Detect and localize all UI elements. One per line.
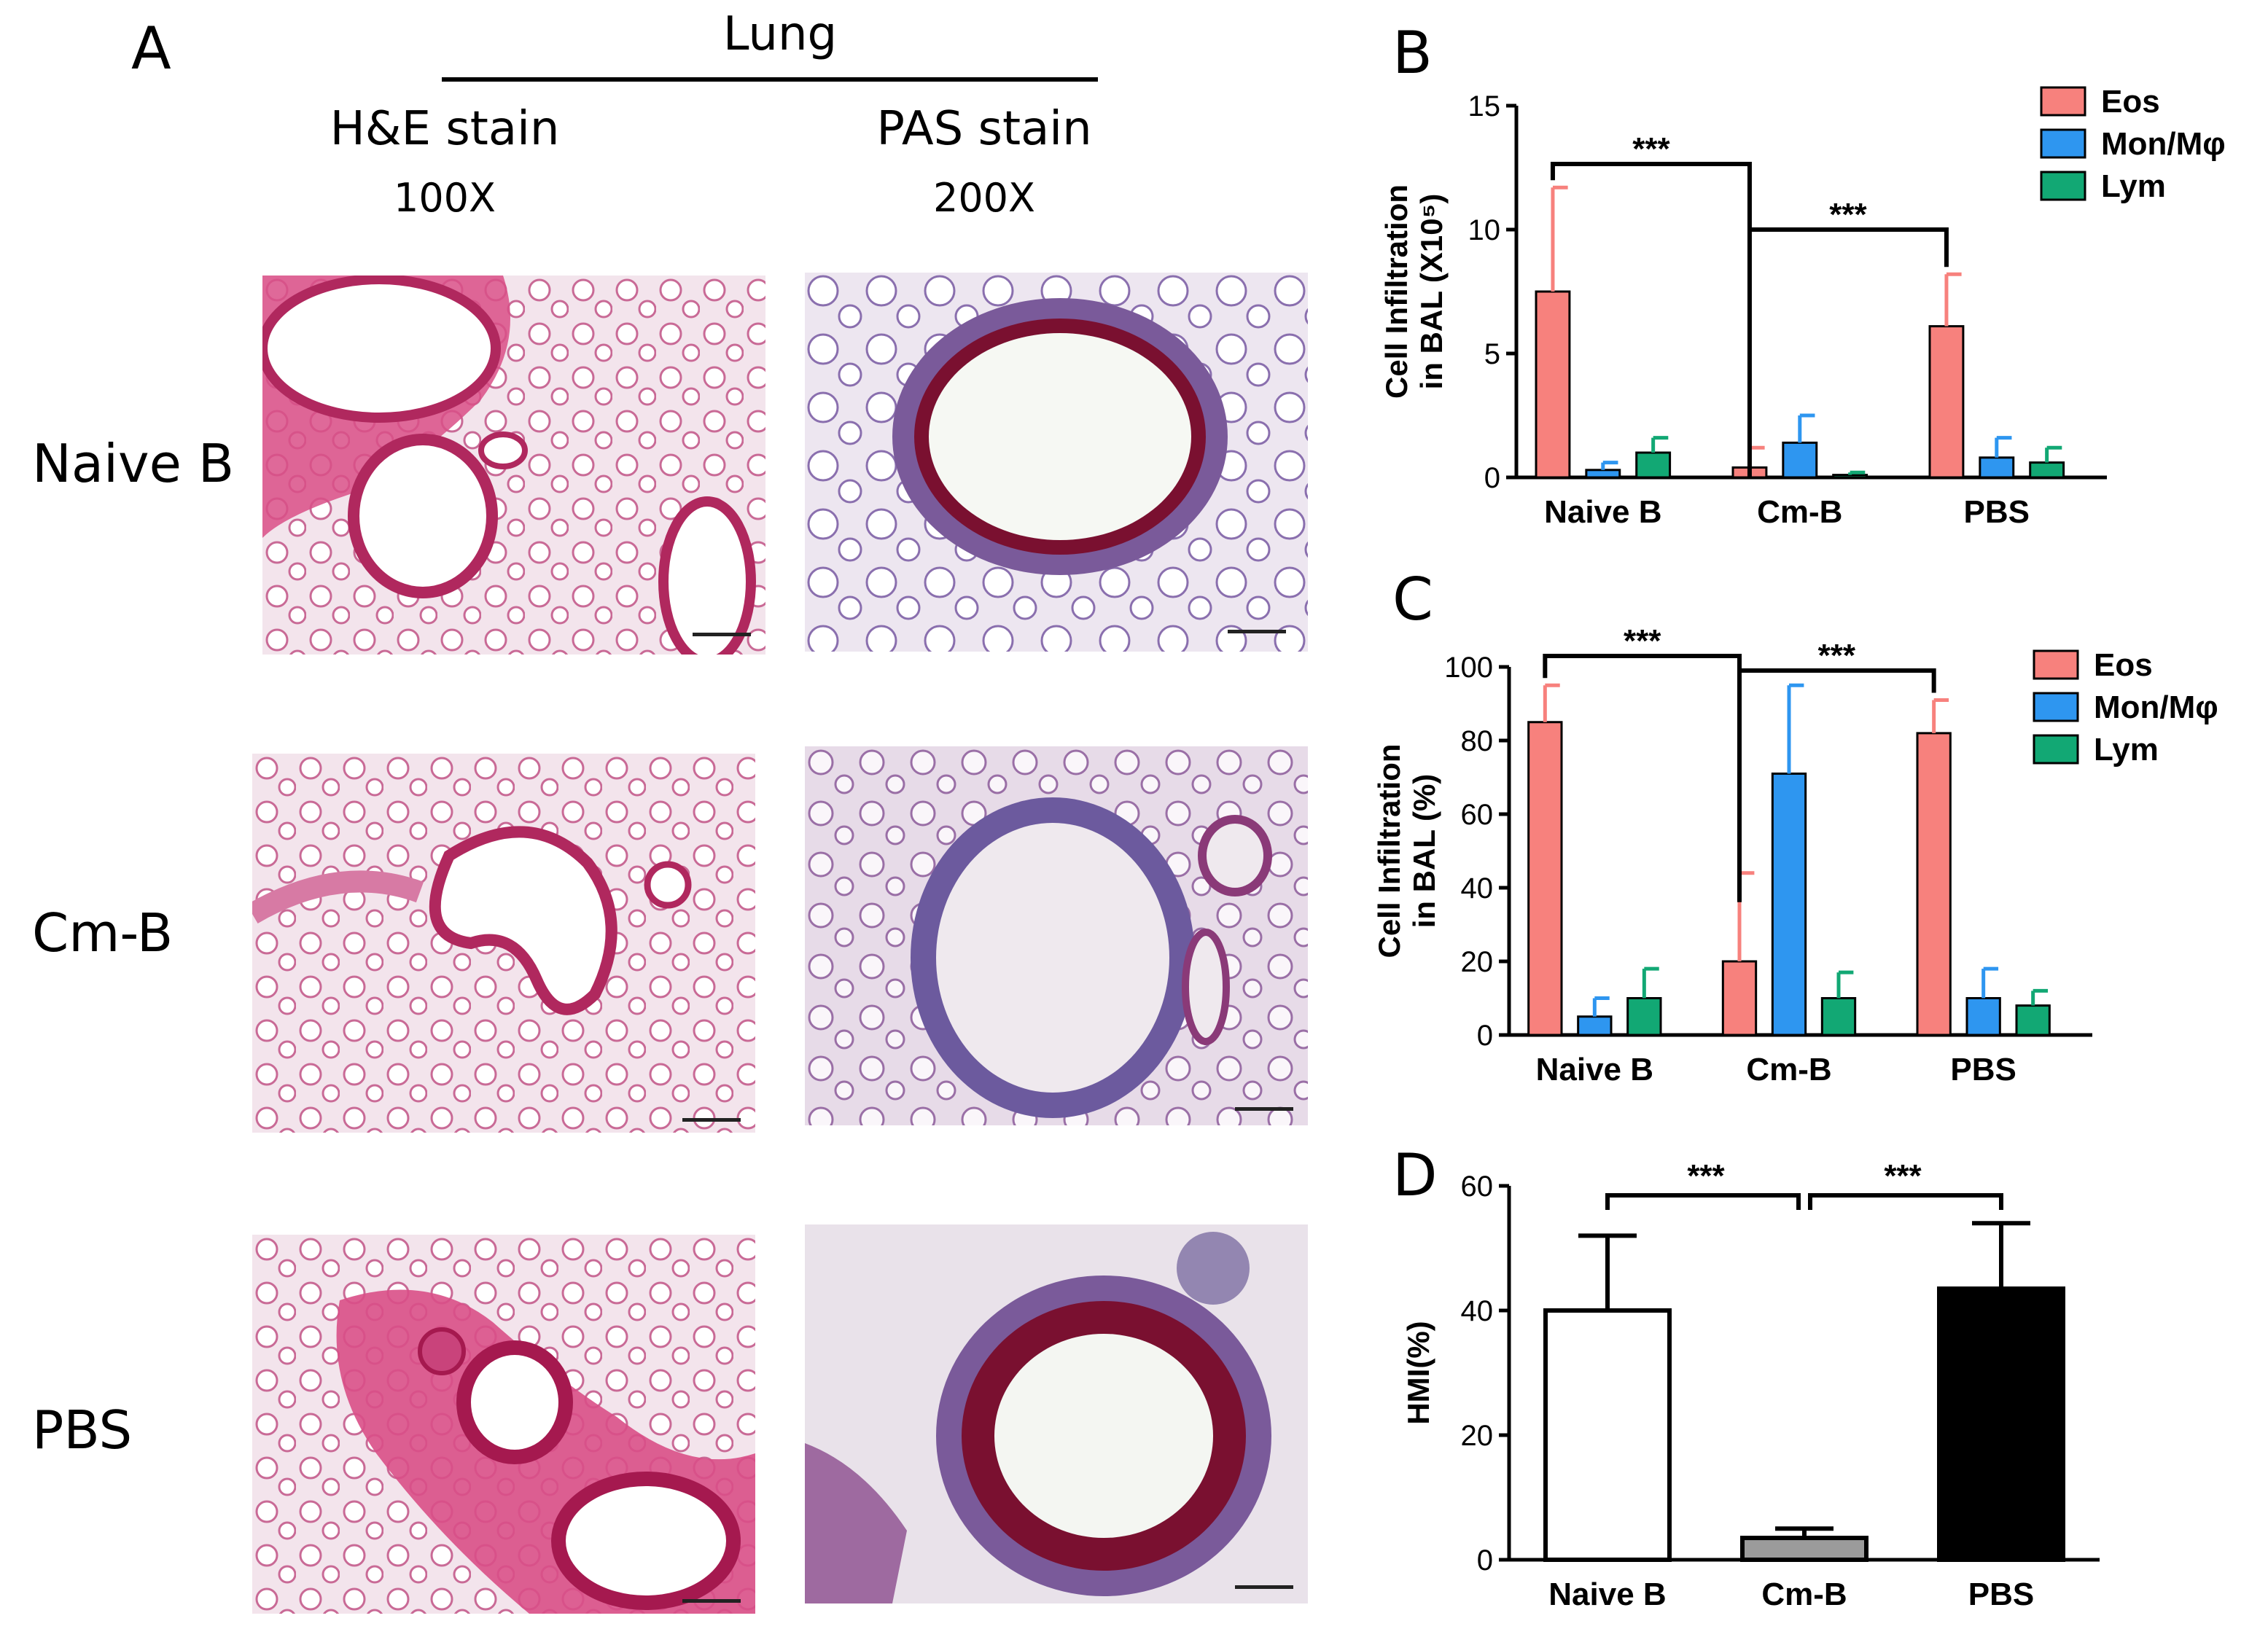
panel-b-legend-swatch bbox=[2040, 86, 2086, 117]
panel-c-significance-bracket bbox=[1543, 654, 1742, 902]
histology-he-naive-b bbox=[262, 276, 765, 655]
panel-b-legend-label: Eos bbox=[2101, 84, 2160, 120]
panel-c-y-tick-label: 100 bbox=[1444, 652, 1493, 684]
histology-pas-cm-b bbox=[805, 746, 1308, 1125]
panel-c-legend-swatch bbox=[2033, 692, 2079, 722]
panel-c-y-tick-label: 80 bbox=[1461, 725, 1494, 757]
panel-d-x-tick-label: Cm-B bbox=[1761, 1577, 1847, 1612]
panel-b-legend-label: Mon/Mφ bbox=[2101, 126, 2226, 162]
histology-he-pbs bbox=[252, 1235, 755, 1614]
panel-c-significance-label: *** bbox=[1624, 623, 1661, 659]
chart-panel-d: D 0 20 40 60 HMI(%) Naive B Cm-B PBS *** *** bbox=[1392, 1141, 2100, 1612]
panel-c-bar-monm bbox=[1965, 997, 2001, 1036]
panel-b-legend-swatch bbox=[2040, 128, 2086, 159]
panel-b-significance-bracket bbox=[1550, 162, 1752, 477]
magnification-pas: 200X bbox=[932, 175, 1036, 221]
panel-b-x-tick-label: Cm-B bbox=[1757, 494, 1842, 530]
panel-d-y-tick-label: 60 bbox=[1461, 1171, 1494, 1203]
row-label-cm-b: Cm-B bbox=[32, 902, 174, 964]
panel-d-significance-label: *** bbox=[1884, 1158, 1922, 1194]
panel-b-y-tick-label: 5 bbox=[1484, 338, 1500, 370]
panel-c-y-tick-label: 40 bbox=[1461, 872, 1494, 905]
panel-b-y-tick-label: 0 bbox=[1484, 462, 1500, 494]
chart-panel-c: C 0 20 40 60 80 100 Cell Infiltrationin BAL (%… bbox=[1372, 566, 2218, 1087]
panel-d-significance-label: *** bbox=[1687, 1158, 1725, 1194]
panel-c-bar-eos bbox=[1721, 960, 1758, 1036]
panel-c-bar-eos bbox=[1527, 721, 1563, 1036]
title-underline bbox=[442, 77, 1098, 82]
panel-b-legend-swatch bbox=[2040, 171, 2086, 201]
row-label-pbs: PBS bbox=[32, 1399, 133, 1461]
panel-c-bar-monm bbox=[1771, 772, 1807, 1036]
panel-b-legend-label: Lym bbox=[2101, 168, 2166, 204]
panel-c-letter: C bbox=[1392, 566, 1433, 633]
magnification-he: 100X bbox=[393, 175, 496, 221]
panel-d-y-tick-label: 20 bbox=[1461, 1420, 1494, 1452]
panel-d-significance-bracket bbox=[1808, 1193, 2003, 1210]
panel-c-bar-lym bbox=[2015, 1004, 2051, 1036]
panel-d-significance-bracket bbox=[1605, 1193, 1801, 1210]
panel-c-y-tick-label: 20 bbox=[1461, 946, 1494, 978]
panel-d-y-axis-label: HMI(%) bbox=[1401, 1321, 1435, 1424]
panel-b-bar-eos bbox=[1535, 290, 1571, 479]
panel-b-bar-lym bbox=[1635, 451, 1672, 479]
panel-b-bar-monm bbox=[1782, 441, 1818, 479]
panel-b-y-tick-label: 10 bbox=[1468, 214, 1501, 246]
panel-c-legend-label: Lym bbox=[2094, 732, 2159, 767]
panel-b-bar-monm bbox=[1979, 456, 2015, 479]
panel-c-x-tick-label: PBS bbox=[1950, 1052, 2016, 1087]
histology-he-cm-b bbox=[252, 754, 755, 1133]
panel-c-bar-lym bbox=[1626, 997, 1662, 1036]
histology-pas-pbs bbox=[805, 1224, 1308, 1603]
panel-a-letter: A bbox=[131, 15, 171, 82]
row-label-naive-b: Naive B bbox=[32, 433, 235, 494]
panel-b-x-tick-label: PBS bbox=[1964, 494, 2030, 530]
panel-c-y-tick-label: 0 bbox=[1477, 1020, 1493, 1052]
panel-d-bar bbox=[1543, 1308, 1672, 1562]
panel-d-x-tick-label: Naive B bbox=[1548, 1577, 1666, 1612]
panel-b-significance-label: *** bbox=[1829, 197, 1867, 233]
panel-d-letter: D bbox=[1392, 1141, 1438, 1209]
panel-c-legend-label: Eos bbox=[2094, 647, 2153, 683]
panel-c-legend-swatch bbox=[2033, 734, 2079, 765]
panel-d-x-tick-label: PBS bbox=[1968, 1577, 2034, 1612]
panel-b-y-tick-label: 15 bbox=[1468, 90, 1501, 122]
panel-d-bar bbox=[1937, 1286, 2065, 1562]
panel-c-legend-swatch bbox=[2033, 649, 2079, 680]
panel-c-y-axis-label: Cell Infiltrationin BAL (%) bbox=[1372, 744, 1441, 958]
panel-d-bar bbox=[1740, 1536, 1868, 1563]
panel-c-y-tick-label: 60 bbox=[1461, 799, 1494, 831]
panel-c-significance-bracket bbox=[1739, 668, 1936, 693]
panel-c-bar-monm bbox=[1577, 1015, 1613, 1036]
panel-b-y-axis-label: Cell Infiltrationin BAL (X10⁵) bbox=[1379, 184, 1449, 399]
chart-panel-b: B 0 5 10 15 Cell Infiltrationin BAL (X10⁵) Na… bbox=[1379, 19, 2226, 530]
panel-c-bar-lym bbox=[1820, 997, 1857, 1036]
panel-b-x-tick-label: Naive B bbox=[1544, 494, 1661, 530]
panel-a-title: Lung bbox=[722, 7, 838, 61]
panel-c-bar-eos bbox=[1916, 732, 1952, 1036]
panel-b-bar-lym bbox=[1832, 474, 1868, 479]
panel-b-bar-eos bbox=[1928, 325, 1965, 479]
panel-c-significance-label: *** bbox=[1818, 638, 1856, 673]
panel-b-bar-lym bbox=[2029, 461, 2065, 479]
panel-c-x-tick-label: Cm-B bbox=[1746, 1052, 1831, 1087]
histology-pas-naive-b bbox=[805, 273, 1308, 652]
panel-d-y-tick-label: 0 bbox=[1477, 1544, 1493, 1577]
panel-c-x-tick-label: Naive B bbox=[1536, 1052, 1653, 1087]
panel-c-legend-label: Mon/Mφ bbox=[2094, 690, 2218, 725]
panel-b-significance-bracket bbox=[1749, 227, 1949, 267]
column-header-pas: PAS stain bbox=[876, 102, 1092, 156]
panel-b-significance-label: *** bbox=[1632, 131, 1670, 167]
column-header-he: H&E stain bbox=[330, 102, 560, 156]
panel-d-y-tick-label: 40 bbox=[1461, 1295, 1494, 1327]
panel-b-bar-monm bbox=[1585, 469, 1621, 479]
panel-b-letter: B bbox=[1392, 19, 1433, 87]
